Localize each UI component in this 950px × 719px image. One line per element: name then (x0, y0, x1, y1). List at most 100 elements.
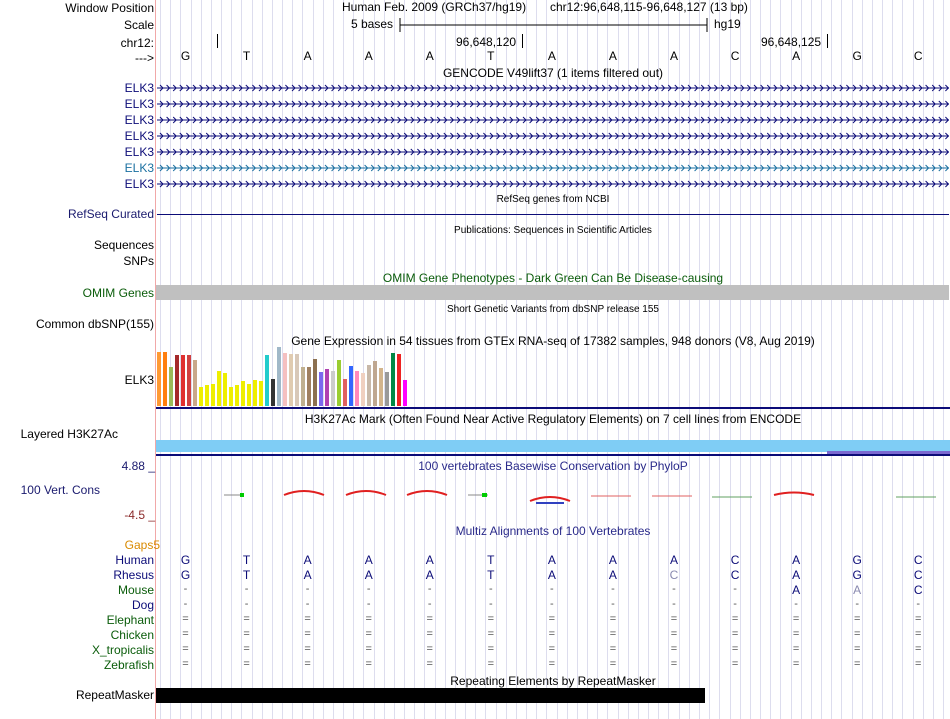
gtex-tissue-bar[interactable] (241, 381, 245, 406)
gtex-label[interactable]: ELK3 (124, 373, 154, 387)
gtex-tissue-bar[interactable] (157, 352, 161, 406)
gtex-tissue-bar[interactable] (163, 352, 167, 406)
species-label[interactable]: Human (115, 553, 154, 567)
gencode-gene-label[interactable]: ELK3 (124, 161, 154, 175)
gtex-tissue-bar[interactable] (403, 380, 407, 406)
phylop-title[interactable]: 100 vertebrates Basewise Conservation by… (418, 459, 688, 473)
gtex-tissue-bar[interactable] (283, 353, 287, 406)
multiz-title[interactable]: Multiz Alignments of 100 Vertebrates (455, 524, 651, 538)
species-label[interactable]: X_tropicalis (91, 643, 154, 657)
repeat-element[interactable] (156, 688, 705, 703)
phylop-label[interactable]: 100 Vert. Cons (20, 483, 100, 497)
gtex-tissue-bar[interactable] (175, 355, 179, 406)
species-label[interactable]: Rhesus (113, 568, 154, 582)
species-label[interactable]: Zebrafish (103, 658, 154, 672)
base-letter: T (242, 49, 251, 63)
gtex-tissue-bar[interactable] (331, 371, 335, 406)
gtex-title[interactable]: Gene Expression in 54 tissues from GTEx … (291, 334, 815, 348)
gtex-tissue-bar[interactable] (355, 371, 359, 406)
gtex-tissue-bar[interactable] (307, 367, 311, 406)
gtex-tissue-bar[interactable] (367, 365, 371, 406)
snps-label[interactable]: SNPs (123, 254, 154, 268)
gencode-gene-model[interactable] (157, 113, 949, 127)
base-letter: A (303, 49, 312, 63)
gtex-tissue-bar[interactable] (277, 347, 281, 406)
gtex-tissue-bar[interactable] (235, 385, 239, 406)
gtex-tissue-bar[interactable] (223, 373, 227, 406)
alignment-base: A (425, 568, 434, 582)
gtex-tissue-bar[interactable] (349, 366, 353, 406)
sequences-label[interactable]: Sequences (93, 238, 154, 252)
dbsnp-label[interactable]: Common dbSNP(155) (35, 317, 154, 331)
gtex-tissue-bar[interactable] (199, 387, 203, 406)
gtex-tissue-bar[interactable] (193, 360, 197, 406)
gtex-tissue-bar[interactable] (319, 372, 323, 406)
species-label[interactable]: Elephant (106, 613, 154, 627)
gtex-tissue-bar[interactable] (217, 371, 221, 406)
gtex-tissue-bar[interactable] (325, 369, 329, 406)
gtex-tissue-bar[interactable] (181, 355, 185, 406)
gencode-gene-model[interactable] (157, 145, 949, 159)
gtex-tissue-bar[interactable] (391, 353, 395, 406)
gtex-tissue-bar[interactable] (313, 359, 317, 406)
gtex-tissue-bar[interactable] (187, 355, 191, 406)
h3k27ac-label[interactable]: Layered H3K27Ac (20, 427, 118, 441)
refseq-gene-line[interactable] (157, 214, 949, 215)
refseq-label[interactable]: RefSeq Curated (67, 207, 154, 221)
gencode-gene-model[interactable] (157, 129, 949, 143)
phylop-plot[interactable] (156, 485, 950, 509)
publications-title[interactable]: Publications: Sequences in Scientific Ar… (454, 225, 652, 236)
alignment-base: T (242, 553, 251, 567)
alignment-base: - (488, 583, 493, 595)
gtex-tissue-bar[interactable] (397, 354, 401, 406)
omim-label[interactable]: OMIM Genes (82, 286, 154, 300)
gencode-gene-model[interactable] (157, 81, 949, 95)
gtex-tissue-bar[interactable] (229, 387, 233, 406)
dbsnp-title[interactable]: Short Genetic Variants from dbSNP releas… (447, 304, 659, 315)
gaps-label[interactable]: Gaps5 (124, 538, 160, 552)
refseq-title[interactable]: RefSeq genes from NCBI (496, 194, 610, 205)
gencode-title[interactable]: GENCODE V49lift37 (1 items filtered out) (442, 66, 664, 80)
repeatmasker-label[interactable]: RepeatMasker (75, 688, 154, 702)
omim-feature[interactable] (156, 285, 949, 300)
gencode-gene-label[interactable]: ELK3 (124, 129, 154, 143)
gencode-gene-label[interactable]: ELK3 (124, 81, 154, 95)
gtex-tissue-bar[interactable] (205, 385, 209, 406)
alignment-base: - (305, 583, 310, 595)
alignment-base: = (304, 643, 311, 655)
gtex-tissue-bar[interactable] (259, 381, 263, 406)
gtex-tissue-bar[interactable] (295, 354, 299, 406)
gtex-tissue-bar[interactable] (343, 379, 347, 406)
gencode-gene-label[interactable]: ELK3 (124, 97, 154, 111)
gtex-tissue-bar[interactable] (385, 372, 389, 406)
base-letter: C (730, 49, 740, 63)
gtex-tissue-bar[interactable] (253, 380, 257, 406)
gtex-tissue-bar[interactable] (247, 384, 251, 406)
omim-title[interactable]: OMIM Gene Phenotypes - Dark Green Can Be… (382, 271, 724, 285)
species-label[interactable]: Mouse (117, 583, 154, 597)
gtex-tissue-bar[interactable] (211, 384, 215, 406)
species-label[interactable]: Chicken (110, 628, 154, 642)
repeatmasker-title[interactable]: Repeating Elements by RepeatMasker (450, 674, 656, 688)
h3k27ac-signal-2[interactable] (827, 451, 950, 454)
gtex-tissue-bar[interactable] (337, 360, 341, 406)
gtex-tissue-bar[interactable] (169, 367, 173, 406)
h3k27ac-title[interactable]: H3K27Ac Mark (Often Found Near Active Re… (304, 412, 802, 426)
gtex-tissue-bar[interactable] (373, 361, 377, 406)
species-label[interactable]: Dog (131, 598, 154, 612)
gtex-tissue-bar[interactable] (289, 354, 293, 406)
gtex-tissue-bar[interactable] (379, 368, 383, 406)
gencode-gene-model[interactable] (157, 97, 949, 111)
gtex-bar-chart[interactable] (156, 347, 950, 406)
gtex-tissue-bar[interactable] (265, 355, 269, 406)
gencode-gene-label[interactable]: ELK3 (124, 145, 154, 159)
gencode-gene-label[interactable]: ELK3 (124, 113, 154, 127)
h3k27ac-signal[interactable] (156, 440, 950, 451)
gtex-tissue-bar[interactable] (271, 379, 275, 406)
gencode-gene-label[interactable]: ELK3 (124, 177, 154, 191)
gtex-tissue-bar[interactable] (361, 373, 365, 406)
gencode-gene-model[interactable] (157, 161, 949, 175)
gtex-tissue-bar[interactable] (301, 367, 305, 406)
gencode-gene-model[interactable] (157, 177, 949, 191)
grid-line (557, 0, 558, 719)
